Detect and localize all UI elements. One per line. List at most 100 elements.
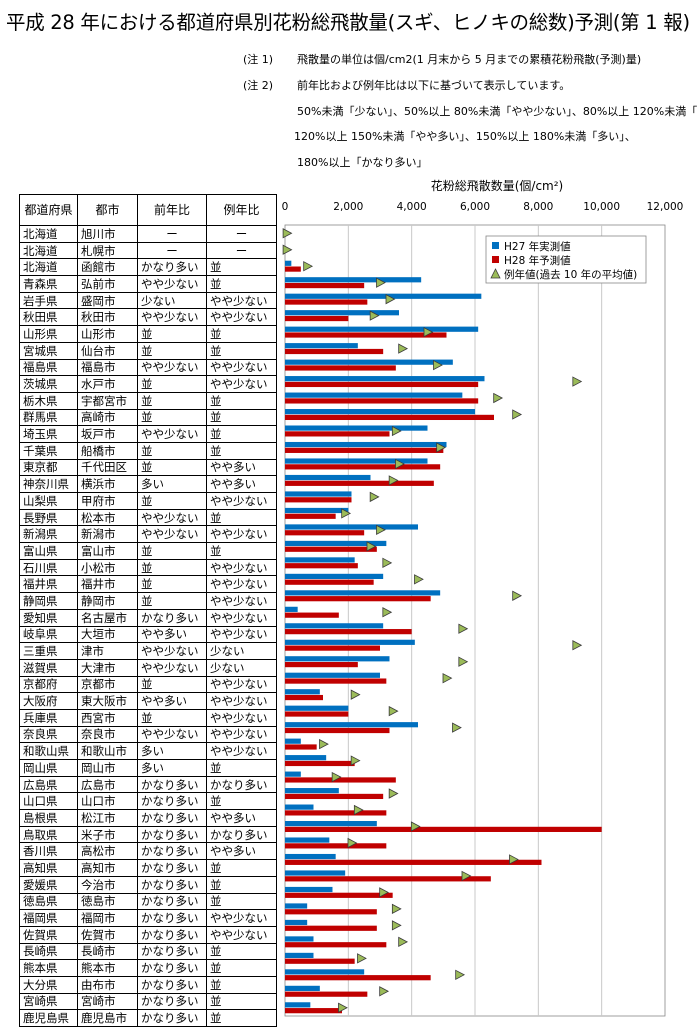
bar-h27-actual	[285, 639, 415, 645]
bar-h28-forecast	[285, 760, 355, 767]
bar-h27-actual	[285, 1002, 311, 1008]
triangle-normal-year	[572, 640, 583, 651]
bar-h27-actual	[285, 969, 365, 975]
bar-h27-actual	[285, 573, 384, 580]
table-row: 大阪府 東大阪市 やや多い やや少ない	[19, 692, 277, 710]
bar-h27-actual	[285, 689, 320, 695]
prefecture-cell: 栃木県	[19, 391, 78, 410]
city-cell: 高崎市	[77, 408, 138, 427]
prev-year-ratio-cell: かなり多い	[137, 875, 207, 894]
city-cell: 東大阪市	[77, 692, 138, 710]
city-cell: 仙台市	[77, 341, 138, 360]
bar-h28-forecast	[285, 843, 387, 849]
bar-h27-actual	[285, 491, 352, 497]
triangle-normal-year	[436, 442, 447, 453]
bar-h27-actual	[285, 788, 339, 794]
prev-year-ratio-cell: かなり多い	[137, 258, 207, 277]
prefecture-cell: 熊本県	[19, 959, 78, 977]
triangle-normal-year	[455, 969, 466, 980]
triangle-normal-year	[376, 277, 386, 288]
bar-h27-actual	[285, 623, 384, 629]
table-row: 兵庫県 西宮市並やや少ない	[19, 708, 277, 727]
note-line-2: 120%以上 150%未満「やや多い」、150%以上 180%未満「多い」、	[294, 130, 636, 143]
bar-h27-actual	[285, 886, 333, 893]
normal-year-ratio-cell: 少ない	[206, 658, 277, 677]
bar-h27-actual	[285, 293, 482, 299]
bar-h27-actual	[285, 903, 308, 909]
bar-h28-forecast	[285, 991, 368, 997]
triangle-normal-year	[382, 607, 393, 618]
tick-label: 6,000	[460, 201, 490, 213]
triangle-normal-year	[388, 788, 399, 799]
prefecture-cell: 千葉県	[19, 441, 78, 460]
triangle-normal-year	[376, 524, 386, 536]
bar-h27-actual	[285, 392, 463, 398]
bar-h28-forecast	[285, 381, 479, 388]
table-row: 福島県 福島市 やや少ない やや少ない	[19, 358, 277, 377]
bar-h27-actual	[285, 804, 314, 810]
bar-h28-forecast	[285, 414, 494, 421]
legend-swatch	[492, 242, 499, 249]
prefecture-cell: 奈良県	[19, 725, 78, 744]
table-row: 広島県 広島市 かなり多い かなり多い	[19, 775, 277, 794]
triangle-normal-year	[379, 887, 390, 898]
legend-swatch	[490, 268, 501, 279]
prev-year-ratio-cell: 多い	[137, 475, 207, 493]
city-cell: 高松市	[77, 842, 138, 861]
prev-year-ratio-cell: かなり多い	[137, 775, 207, 794]
city-cell: 船橋市	[77, 441, 138, 460]
city-cell: 山形市	[77, 325, 138, 343]
triangle-normal-year	[423, 326, 434, 338]
prefecture-cell: 香川県	[19, 842, 78, 861]
bar-h27-actual	[285, 277, 422, 283]
tick-label: 2,000	[333, 201, 363, 213]
triangle-normal-year	[509, 854, 519, 865]
bar-h28-forecast	[285, 744, 317, 750]
prev-year-ratio-cell: やや少ない	[137, 658, 207, 677]
triangle-normal-year	[461, 870, 472, 882]
prefecture-cell: 三重県	[19, 642, 78, 660]
triangle-normal-year	[369, 491, 380, 503]
tick-label: 8,000	[523, 201, 553, 213]
bar-h27-actual	[285, 359, 453, 365]
city-cell: 名古屋市	[77, 608, 138, 627]
triangle-normal-year	[395, 458, 405, 470]
normal-year-ratio-cell: やや少ない	[206, 708, 277, 727]
legend-box	[485, 235, 647, 284]
triangle-normal-year	[410, 821, 421, 832]
normal-year-ratio-cell: やや多い	[206, 842, 277, 861]
triangle-normal-year	[391, 920, 402, 931]
city-cell: 旭川市	[77, 225, 138, 243]
table-row: 愛知県 名古屋市 かなり多い やや少ない	[19, 608, 277, 627]
normal-year-ratio-cell: かなり多い	[206, 775, 277, 794]
note-2-text: 前年比および例年比は以下に基づいて表示しています。	[297, 79, 571, 92]
bar-h28-forecast	[285, 530, 365, 536]
table-row: 静岡県 静岡市並やや少ない	[19, 592, 277, 610]
bar-h27-actual	[285, 409, 475, 415]
normal-year-ratio-cell: やや少ない	[206, 291, 277, 310]
triangle-normal-year	[414, 574, 424, 585]
city-cell: 西宮市	[77, 708, 138, 727]
triangle-normal-year	[319, 738, 329, 750]
normal-year-ratio-cell: やや少ない	[206, 525, 277, 544]
normal-year-ratio-cell: やや少ない	[206, 592, 277, 610]
bar-h28-forecast	[285, 711, 349, 717]
triangle-normal-year	[398, 936, 409, 948]
triangle-normal-year	[382, 557, 393, 568]
triangle-normal-year	[353, 804, 364, 816]
table-row: 鳥取県 米子市 かなり多い かなり多い	[19, 825, 277, 844]
triangle-normal-year	[282, 228, 293, 239]
table-header-row: 都道府県 都市 前年比 例年比	[19, 194, 277, 226]
city-cell: 山口市	[77, 792, 138, 811]
bar-h28-forecast	[285, 266, 301, 272]
bar-h28-forecast	[285, 447, 444, 453]
bar-h28-forecast	[285, 612, 339, 618]
bar-h27-actual	[285, 458, 428, 464]
prefecture-cell: 長野県	[19, 508, 78, 527]
bar-h27-actual	[285, 755, 327, 761]
legend-label: 例年値(過去 10 年の平均値)	[504, 268, 637, 281]
note-2-label: (注 2)	[243, 79, 274, 92]
city-cell: 今治市	[77, 875, 138, 894]
triangle-normal-year	[379, 986, 390, 997]
bar-h27-actual	[285, 326, 479, 332]
